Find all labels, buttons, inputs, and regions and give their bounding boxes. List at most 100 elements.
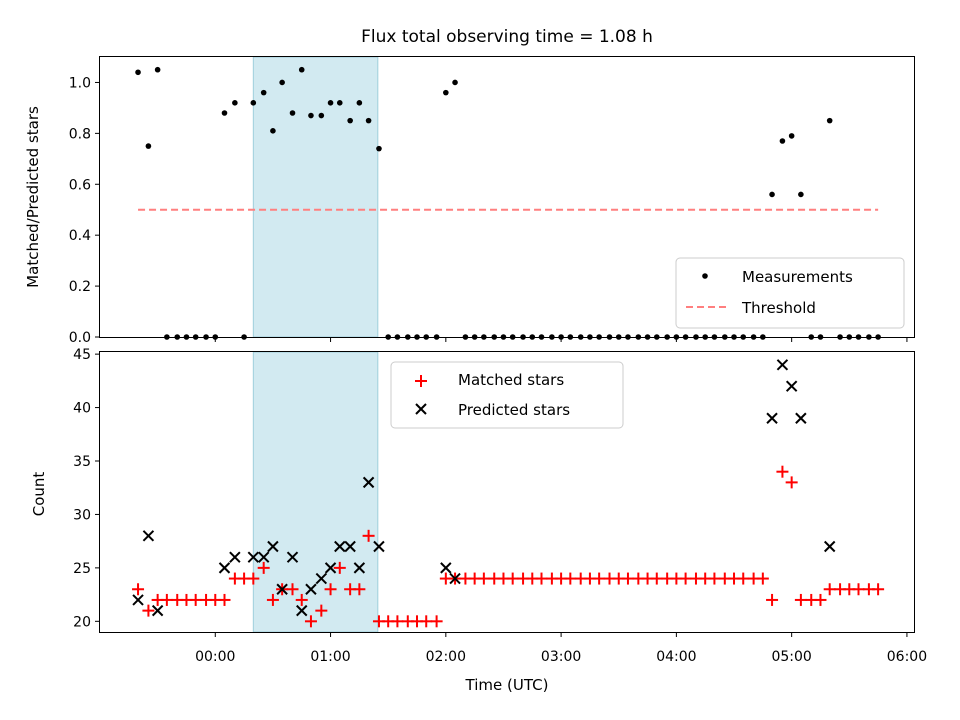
measurement-point bbox=[376, 145, 382, 152]
legend-matched-label: Matched stars bbox=[458, 371, 564, 389]
predicted-star-marker bbox=[218, 562, 231, 574]
measurement-point bbox=[365, 117, 372, 124]
bottom-y-axis: 20 25 30 35 40 45 bbox=[73, 347, 100, 630]
measurement-point bbox=[769, 191, 775, 198]
matched-star-marker bbox=[362, 529, 375, 542]
measurement-point bbox=[826, 117, 833, 124]
matched-star-marker bbox=[679, 572, 692, 585]
measurement-point bbox=[347, 117, 353, 124]
predicted-star-marker bbox=[766, 412, 778, 424]
x-tick-label: 04:00 bbox=[656, 649, 696, 665]
matched-star-marker bbox=[621, 572, 634, 585]
predicted-star-marker bbox=[142, 530, 155, 542]
predicted-star-marker bbox=[151, 604, 164, 617]
x-tick-label: 02:00 bbox=[426, 649, 466, 665]
matched-star-marker bbox=[823, 583, 836, 596]
x-axis-label: Time (UTC) bbox=[465, 676, 549, 694]
measurement-point bbox=[318, 112, 325, 119]
predicted-star-marker bbox=[373, 540, 385, 553]
x-stroke-b bbox=[334, 540, 346, 553]
matched-star-marker bbox=[430, 615, 443, 628]
predicted-star-marker bbox=[229, 551, 241, 563]
top-y-tick-label: 0.2 bbox=[69, 279, 91, 295]
matched-star-marker bbox=[737, 572, 750, 585]
measurement-point bbox=[327, 100, 334, 106]
predicted-star-marker bbox=[247, 551, 260, 563]
x-stroke-b bbox=[449, 572, 461, 585]
predicted-star-marker bbox=[267, 540, 279, 553]
measurement-point bbox=[289, 110, 296, 116]
chart-title: Flux total observing time = 1.08 h bbox=[361, 27, 653, 47]
measurement-points bbox=[135, 66, 881, 340]
top-legend: Measurements Threshold bbox=[675, 257, 905, 329]
x-tick-label: 01:00 bbox=[310, 649, 350, 665]
x-stroke-b bbox=[286, 551, 299, 563]
top-shaded-region bbox=[252, 56, 379, 338]
x-stroke-b bbox=[353, 562, 366, 574]
predicted-star-marker bbox=[257, 551, 270, 563]
matched-star-marker bbox=[766, 593, 779, 606]
predicted-star-marker bbox=[353, 562, 366, 574]
top-y-tick-label: 1.0 bbox=[69, 75, 91, 91]
predicted-star-marker bbox=[286, 551, 299, 563]
matched-star-marker bbox=[477, 572, 490, 585]
measurement-point bbox=[336, 100, 343, 106]
legend-threshold-label: Threshold bbox=[741, 299, 816, 317]
bottom-panel: 20 25 30 35 40 45 00:00 01:00 02:00 03:00 04:00 05… bbox=[30, 347, 927, 694]
x-stroke-b bbox=[218, 562, 231, 574]
matched-star-marker bbox=[304, 615, 317, 628]
bottom-y-tick-label: 35 bbox=[73, 454, 91, 470]
x-stroke-b bbox=[276, 583, 288, 595]
predicted-star-marker bbox=[449, 572, 461, 585]
measurement-point bbox=[452, 79, 458, 86]
predicted-stars-points bbox=[132, 359, 836, 617]
matched-star-marker bbox=[160, 593, 173, 606]
top-y-axis: 0.0 0.2 0.4 0.6 0.8 1.0 bbox=[69, 75, 100, 346]
bottom-y-axis-label: Count bbox=[30, 472, 48, 517]
top-y-tick-label: 0.6 bbox=[69, 177, 91, 193]
legend-measurements-label: Measurements bbox=[742, 268, 853, 286]
predicted-star-marker bbox=[305, 583, 317, 595]
matched-star-marker bbox=[391, 615, 404, 628]
matched-star-marker bbox=[506, 572, 519, 585]
measurement-point bbox=[308, 112, 314, 119]
x-stroke-b bbox=[267, 540, 279, 553]
x-stroke-b bbox=[247, 551, 260, 563]
top-y-tick-label: 0.4 bbox=[69, 228, 91, 244]
matched-star-marker bbox=[650, 572, 663, 585]
x-stroke-b bbox=[795, 412, 807, 424]
top-plot-frame bbox=[99, 56, 915, 338]
matched-star-marker bbox=[593, 572, 606, 585]
measurement-point bbox=[270, 128, 276, 134]
bottom-y-tick-label: 30 bbox=[73, 507, 91, 523]
matched-star-marker bbox=[266, 593, 279, 606]
measurement-point bbox=[260, 89, 267, 96]
top-y-tick-label: 0.0 bbox=[69, 330, 91, 346]
x-stroke-b bbox=[373, 540, 385, 553]
x-stroke-b bbox=[766, 412, 778, 424]
predicted-star-marker bbox=[324, 562, 337, 574]
matched-star-marker bbox=[776, 465, 789, 478]
x-tick-label: 03:00 bbox=[541, 649, 581, 665]
x-stroke-b bbox=[132, 594, 144, 606]
shaded-interval bbox=[252, 56, 379, 338]
predicted-star-marker bbox=[276, 583, 288, 595]
x-stroke-b bbox=[257, 551, 270, 563]
top-y-tick-label: 0.8 bbox=[69, 126, 91, 142]
matched-star-marker bbox=[333, 561, 346, 574]
x-tick-label: 00:00 bbox=[195, 649, 235, 665]
bottom-y-tick-label: 20 bbox=[73, 614, 91, 630]
measurement-point bbox=[788, 133, 795, 139]
top-y-axis-label: Matched/Predicted stars bbox=[24, 106, 42, 288]
predicted-star-marker bbox=[334, 540, 346, 553]
measurement-point bbox=[779, 138, 786, 144]
measurement-point bbox=[250, 100, 257, 106]
legend-predicted-marker bbox=[415, 403, 427, 415]
matched-star-marker bbox=[564, 572, 577, 585]
matched-star-marker bbox=[257, 561, 270, 574]
matched-star-marker bbox=[247, 572, 260, 585]
measurement-point bbox=[135, 69, 141, 76]
predicted-star-marker bbox=[296, 604, 308, 617]
matched-star-marker bbox=[794, 593, 807, 606]
